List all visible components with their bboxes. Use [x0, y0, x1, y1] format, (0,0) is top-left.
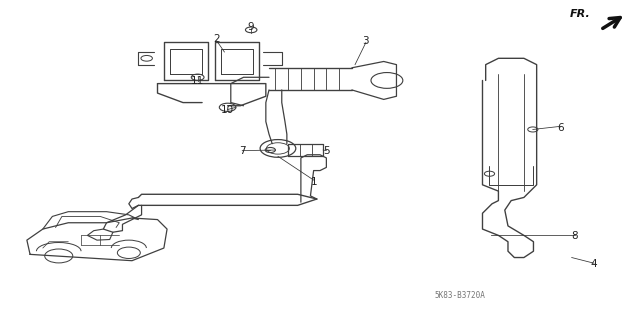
Text: FR.: FR.	[570, 9, 591, 19]
Text: 5: 5	[323, 146, 330, 156]
Text: 2: 2	[214, 34, 220, 44]
Text: 11: 11	[191, 76, 204, 86]
Text: 5K83-B3720A: 5K83-B3720A	[435, 291, 486, 300]
Text: 9: 9	[248, 22, 255, 32]
Text: 10: 10	[221, 105, 234, 115]
Text: 6: 6	[557, 123, 564, 133]
Text: 8: 8	[572, 231, 578, 241]
Text: 1: 1	[310, 177, 317, 187]
Text: 4: 4	[591, 259, 597, 270]
Text: 3: 3	[363, 36, 369, 46]
Text: 7: 7	[239, 146, 246, 156]
